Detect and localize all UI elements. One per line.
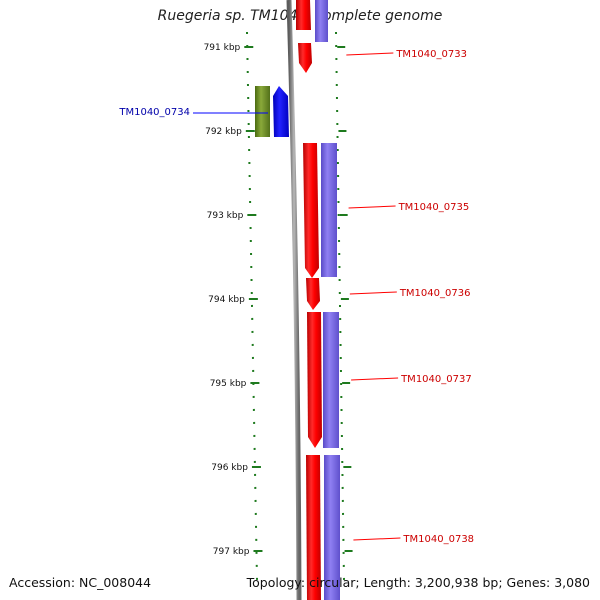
axis-tick-label: 796 kbp xyxy=(211,463,248,473)
axis-tick-label: 791 kbp xyxy=(204,43,241,53)
gene-label[interactable]: TM1040_0737 xyxy=(400,374,472,385)
cds-block-0737[interactable] xyxy=(323,312,339,448)
cds-block-0735[interactable] xyxy=(321,143,337,277)
gene-arrow-tm1040-0736[interactable] xyxy=(306,278,320,310)
gene-label[interactable]: TM1040_0734 xyxy=(118,107,190,118)
axis-tick-label: 794 kbp xyxy=(208,295,245,305)
axis-tick-label: 795 kbp xyxy=(210,379,247,389)
forward-genes xyxy=(296,0,322,600)
gene-label[interactable]: TM1040_0736 xyxy=(399,288,471,299)
gene-arrow-tm1040-0734[interactable] xyxy=(273,86,289,137)
gene-label[interactable]: TM1040_0735 xyxy=(398,202,470,213)
rna-feature[interactable] xyxy=(255,86,270,137)
topology-text: Topology: circular; Length: 3,200,938 bp… xyxy=(246,575,590,590)
gene-leader-line xyxy=(348,205,396,209)
gene-arrow-tm1040-0735[interactable] xyxy=(303,143,319,278)
gene-label[interactable]: TM1040_0738 xyxy=(402,534,474,545)
gene-leader-line xyxy=(353,537,401,541)
gene-label[interactable]: TM1040_0733 xyxy=(395,49,467,60)
axis-tick-label: 797 kbp xyxy=(213,547,250,557)
scale-line-right xyxy=(335,31,345,581)
cds-track xyxy=(315,0,340,600)
axis-tick-label: 792 kbp xyxy=(205,127,242,137)
genome-backbone xyxy=(286,0,302,600)
gene-arrow-tm1040-0733[interactable] xyxy=(296,0,311,30)
gene-labels: TM1040_0733 TM1040_0734 TM1040_0735 TM1040_… xyxy=(118,49,474,545)
axis-ticks: 791 kbp 792 kbp 793 kbp 794 kbp 795 kbp 796 k… xyxy=(204,43,353,557)
gene-leader-line xyxy=(346,52,394,56)
gene-arrow-tm1040-0738[interactable] xyxy=(306,455,321,600)
cds-block-0738[interactable] xyxy=(324,455,340,600)
gene-arrow-tm1040-0733-head[interactable] xyxy=(298,43,312,73)
cds-block-0733[interactable] xyxy=(315,0,328,42)
gene-arrow-tm1040-0737[interactable] xyxy=(307,312,322,448)
scale-line-left xyxy=(246,31,258,581)
gene-leader-line xyxy=(351,377,399,381)
axis-tick-label: 793 kbp xyxy=(207,211,244,221)
gene-leader-line xyxy=(349,291,397,295)
accession-text: Accession: NC_008044 xyxy=(9,575,152,590)
reverse-genes xyxy=(255,86,289,137)
